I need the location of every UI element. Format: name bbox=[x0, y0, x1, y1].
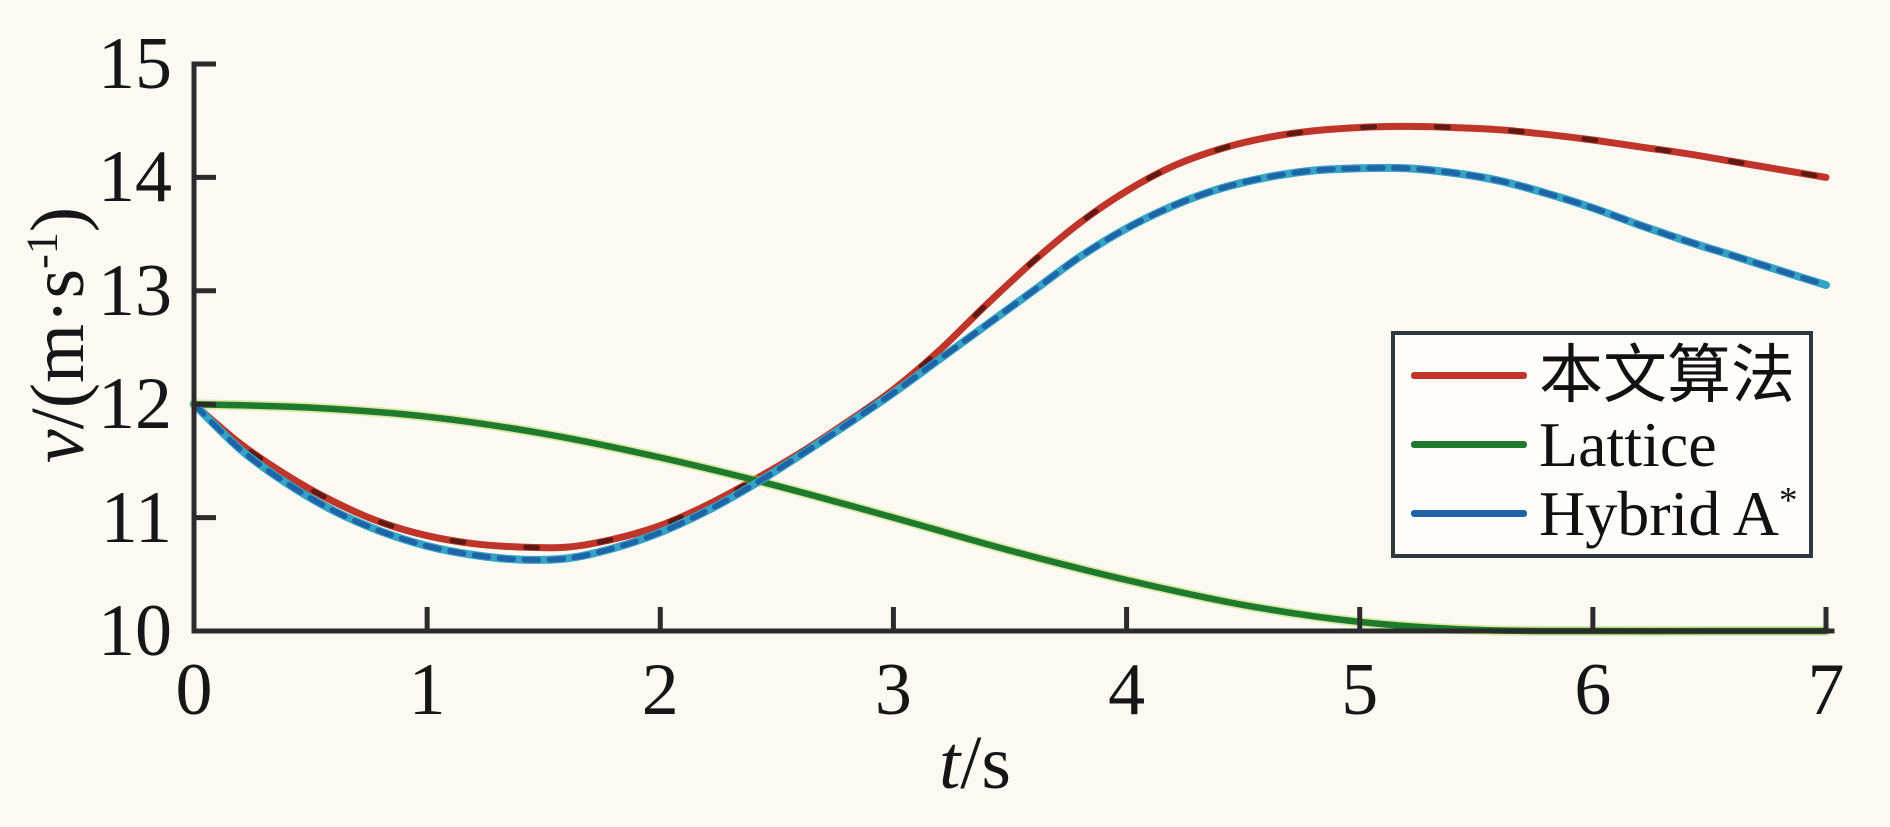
x-axis-label: t/s bbox=[939, 725, 1011, 801]
x-tick-label: 6 bbox=[1574, 649, 1612, 731]
y-tick-label: 13 bbox=[98, 249, 172, 332]
y-tick-label: 15 bbox=[98, 23, 172, 105]
axis-ticks bbox=[194, 61, 1829, 631]
legend-item-2: Lattice bbox=[1395, 412, 1809, 477]
y-axis-unit-close: ) bbox=[16, 206, 100, 233]
legend-label: 本文算法 bbox=[1539, 339, 1795, 411]
x-tick-label: 4 bbox=[1108, 649, 1146, 731]
x-axis-unit: /s bbox=[960, 721, 1011, 805]
legend-item-3: Hybrid A* bbox=[1395, 481, 1809, 546]
y-tick-label: 12 bbox=[98, 363, 172, 446]
legend-item-1: 本文算法 bbox=[1395, 343, 1809, 408]
x-tick-label: 3 bbox=[874, 649, 912, 731]
legend-line-swatch bbox=[1411, 440, 1527, 448]
y-tick-label: 10 bbox=[98, 590, 172, 672]
x-tick-label: 0 bbox=[175, 649, 213, 731]
y-tick-label: 14 bbox=[98, 136, 172, 219]
y-axis-unit-open: /(m·s bbox=[16, 268, 100, 430]
x-tick-label: 7 bbox=[1807, 649, 1845, 731]
y-tick-label: 11 bbox=[100, 476, 172, 559]
x-axis-variable: t bbox=[939, 721, 961, 805]
legend-line-swatch bbox=[1411, 371, 1527, 379]
y-axis-label: v/(m·s-1) bbox=[16, 207, 100, 463]
x-tick-label: 2 bbox=[641, 649, 679, 731]
legend: 本文算法 Lattice Hybrid A* bbox=[1391, 331, 1813, 558]
y-axis-exponent: -1 bbox=[17, 232, 67, 269]
y-axis-variable: v bbox=[16, 429, 100, 464]
x-tick-label: 1 bbox=[408, 649, 446, 731]
axes bbox=[191, 61, 1835, 634]
x-tick-label: 5 bbox=[1341, 649, 1379, 731]
legend-label-superscript: * bbox=[1779, 480, 1798, 522]
legend-label: Hybrid A* bbox=[1539, 477, 1798, 549]
series-line-3 bbox=[191, 165, 1829, 563]
legend-label: Lattice bbox=[1539, 408, 1717, 480]
series-line-1 bbox=[190, 122, 1830, 552]
legend-line-swatch bbox=[1411, 509, 1527, 517]
